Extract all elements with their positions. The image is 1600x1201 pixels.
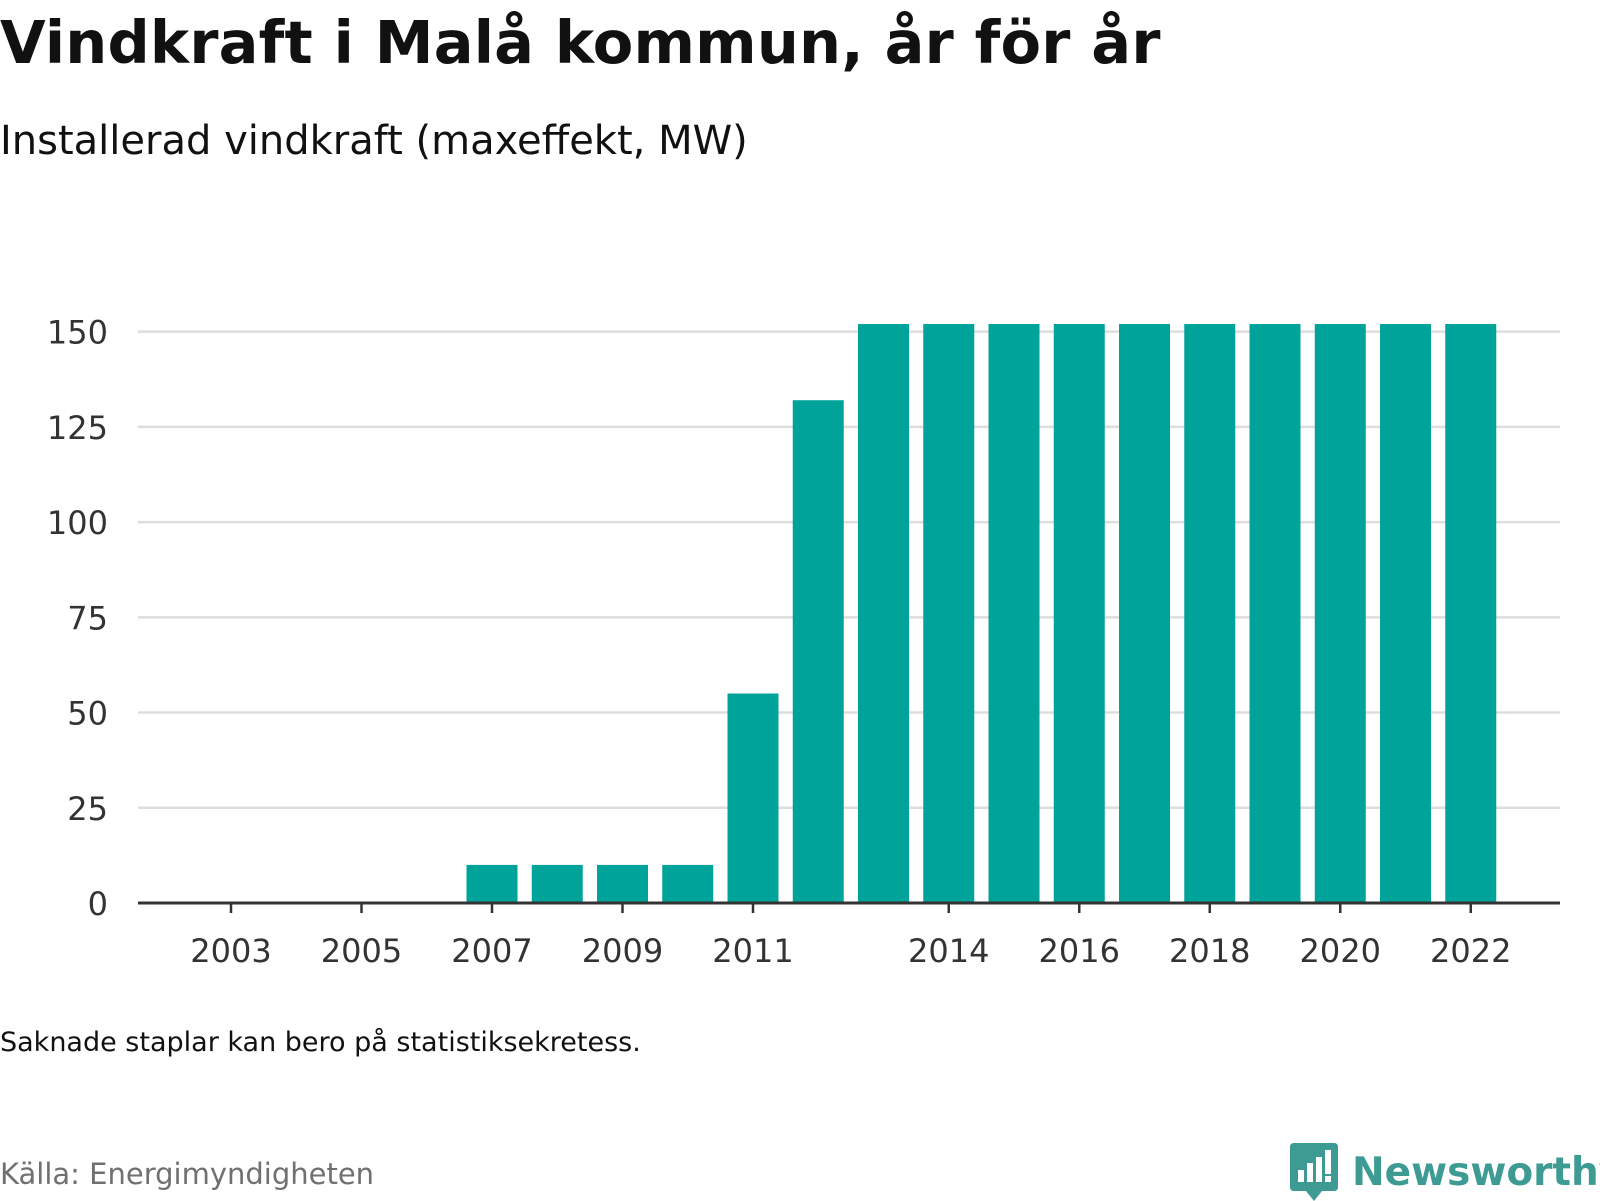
chart-subtitle: Installerad vindkraft (maxeffekt, MW): [0, 118, 748, 164]
bar: [1445, 324, 1497, 904]
x-tick-label: 2007: [451, 932, 532, 970]
x-tick-label: 2014: [908, 932, 989, 970]
bar: [1249, 324, 1301, 904]
bar-chart: 0 25 50 75 100 125 150 2003 2005 2007 2009 2011 201…: [47, 314, 1560, 970]
y-tick-label: 150: [47, 314, 108, 352]
bar: [1119, 324, 1170, 904]
y-tick-label: 75: [67, 599, 108, 637]
x-tick-label: 2009: [582, 932, 663, 970]
x-tick-label: 2011: [712, 932, 793, 970]
bar: [1380, 324, 1431, 904]
bars: [466, 324, 1497, 904]
x-axis: 2003 2005 2007 2009 2011 2014 2016 2018 2020 2022: [138, 901, 1560, 970]
bar: [988, 324, 1040, 904]
brand-name: Newsworthy: [1352, 1149, 1600, 1195]
y-tick-label: 0: [88, 885, 108, 923]
bar: [597, 864, 648, 903]
y-tick-label: 100: [47, 504, 108, 542]
source-credit: Källa: Energimyndigheten: [0, 1157, 375, 1191]
x-tick-label: 2022: [1430, 932, 1511, 970]
y-tick-label: 50: [67, 695, 108, 733]
x-tick-label: 2020: [1300, 932, 1381, 970]
footnote: Saknade staplar kan bero på statistiksek…: [0, 1027, 641, 1058]
bar: [466, 864, 518, 903]
chart-title: Vindkraft i Malå kommun, år för år: [0, 8, 1161, 77]
bar: [1314, 324, 1366, 904]
bar: [792, 400, 844, 903]
x-tick-label: 2018: [1169, 932, 1250, 970]
bar: [662, 864, 714, 903]
x-tick-label: 2005: [321, 932, 402, 970]
bar: [1184, 324, 1236, 904]
bar: [531, 864, 583, 903]
bar: [1053, 324, 1105, 904]
bar: [858, 324, 909, 904]
y-tick-label: 25: [67, 790, 108, 828]
brand: Newsworthy: [1290, 1143, 1600, 1201]
bar: [727, 693, 779, 903]
bar: [923, 324, 975, 904]
y-tick-label: 125: [47, 409, 108, 447]
x-tick-label: 2003: [190, 932, 271, 970]
newsworthy-logo-icon: [1290, 1143, 1338, 1201]
y-axis-tick-labels: 0 25 50 75 100 125 150: [47, 314, 108, 923]
x-tick-label: 2016: [1039, 932, 1120, 970]
